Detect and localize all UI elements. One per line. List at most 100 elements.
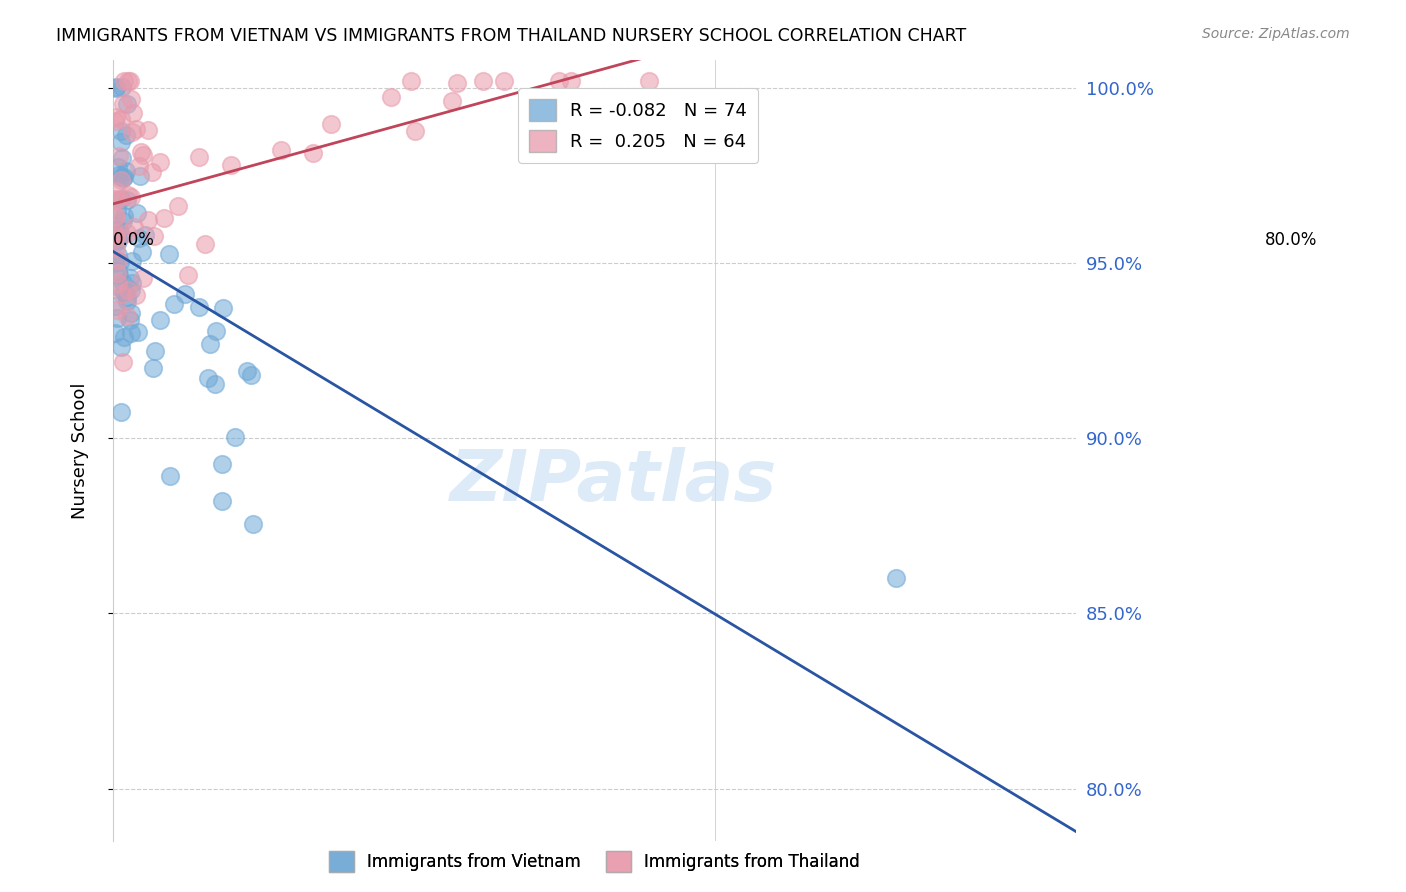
Point (120, 313, 142, 327)
Point (399, 73, 422, 87)
Point (104, 227, 127, 241)
Point (132, 148, 155, 162)
Text: Source: ZipAtlas.com: Source: ZipAtlas.com (1202, 27, 1350, 41)
Point (141, 165, 163, 179)
Point (122, 106, 145, 120)
Point (110, 405, 132, 419)
Point (125, 122, 148, 136)
Point (105, 302, 128, 317)
Point (105, 310, 128, 325)
Point (107, 160, 129, 174)
Text: 80.0%: 80.0% (1265, 231, 1317, 249)
Point (105, 228, 128, 243)
Point (112, 171, 135, 186)
Point (114, 329, 136, 343)
Point (224, 430, 246, 444)
Point (128, 230, 150, 244)
Point (104, 192, 127, 206)
Point (111, 80, 134, 95)
Point (110, 340, 132, 354)
Point (104, 81, 127, 95)
Point (110, 169, 132, 184)
Point (125, 287, 148, 301)
Point (105, 266, 128, 280)
Point (111, 151, 134, 165)
Point (404, 124, 426, 138)
Point (121, 125, 143, 139)
Point (148, 155, 170, 169)
Point (104, 299, 127, 313)
Point (242, 516, 264, 531)
Point (107, 232, 129, 246)
Point (110, 112, 132, 127)
Point (167, 199, 190, 213)
Point (104, 110, 127, 124)
Point (494, 73, 516, 87)
Point (129, 145, 152, 159)
Point (105, 194, 128, 208)
Point (128, 159, 150, 173)
Point (108, 223, 131, 237)
Point (104, 114, 127, 128)
Point (118, 73, 141, 87)
Point (120, 326, 142, 340)
Point (643, 101, 665, 115)
Point (117, 293, 139, 308)
Point (157, 246, 180, 260)
Point (108, 255, 131, 269)
Point (115, 309, 138, 323)
Point (121, 276, 143, 290)
Point (110, 135, 132, 149)
Point (107, 235, 129, 249)
Point (115, 290, 138, 304)
Point (105, 222, 128, 236)
Point (105, 240, 128, 254)
Point (194, 236, 217, 251)
Point (122, 220, 145, 235)
Point (132, 271, 155, 285)
Point (198, 337, 221, 351)
Point (149, 313, 172, 327)
Point (301, 146, 323, 161)
Point (104, 184, 127, 198)
Point (112, 97, 135, 112)
Point (111, 214, 134, 228)
Point (188, 150, 211, 164)
Point (117, 283, 139, 297)
Point (211, 458, 233, 472)
Point (884, 571, 907, 585)
Point (235, 364, 257, 378)
Point (136, 213, 159, 227)
Point (115, 226, 138, 240)
Point (111, 287, 134, 301)
Point (240, 368, 263, 382)
Point (127, 325, 149, 339)
Point (177, 268, 200, 282)
Point (118, 270, 141, 285)
Point (110, 228, 132, 243)
Y-axis label: Nursery School: Nursery School (72, 382, 89, 519)
Point (107, 264, 129, 278)
Point (446, 76, 468, 90)
Point (121, 253, 143, 268)
Point (108, 149, 131, 163)
Point (143, 344, 166, 359)
Point (142, 229, 165, 244)
Point (472, 73, 495, 87)
Point (117, 188, 139, 202)
Point (115, 97, 138, 112)
Point (105, 202, 128, 217)
Point (110, 192, 132, 206)
Text: ZIPatlas: ZIPatlas (450, 447, 778, 516)
Point (115, 128, 138, 142)
Point (120, 92, 142, 106)
Point (204, 325, 226, 339)
Point (637, 73, 659, 87)
Point (136, 123, 159, 137)
Text: IMMIGRANTS FROM VIETNAM VS IMMIGRANTS FROM THAILAND NURSERY SCHOOL CORRELATION C: IMMIGRANTS FROM VIETNAM VS IMMIGRANTS FR… (56, 27, 966, 45)
Point (107, 252, 129, 267)
Point (104, 79, 127, 94)
Point (221, 158, 243, 172)
Point (153, 211, 176, 225)
Point (120, 190, 142, 204)
